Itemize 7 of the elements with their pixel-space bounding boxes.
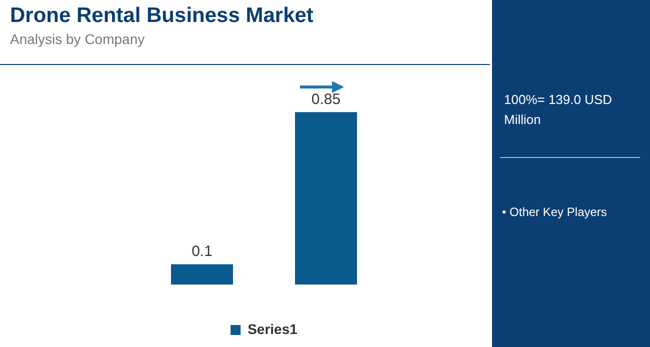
data-label: 0.85 bbox=[311, 90, 341, 108]
text: 100%= 139.0 USD Million bbox=[504, 91, 614, 129]
chart-subtitle: Analysis by Company bbox=[10, 31, 145, 47]
data-label: 0.1 bbox=[192, 242, 212, 260]
text: • Other Key Players bbox=[502, 205, 608, 219]
legend-label: Series1 bbox=[248, 320, 298, 337]
chart-title: Drone Rental Business Market bbox=[10, 4, 314, 28]
